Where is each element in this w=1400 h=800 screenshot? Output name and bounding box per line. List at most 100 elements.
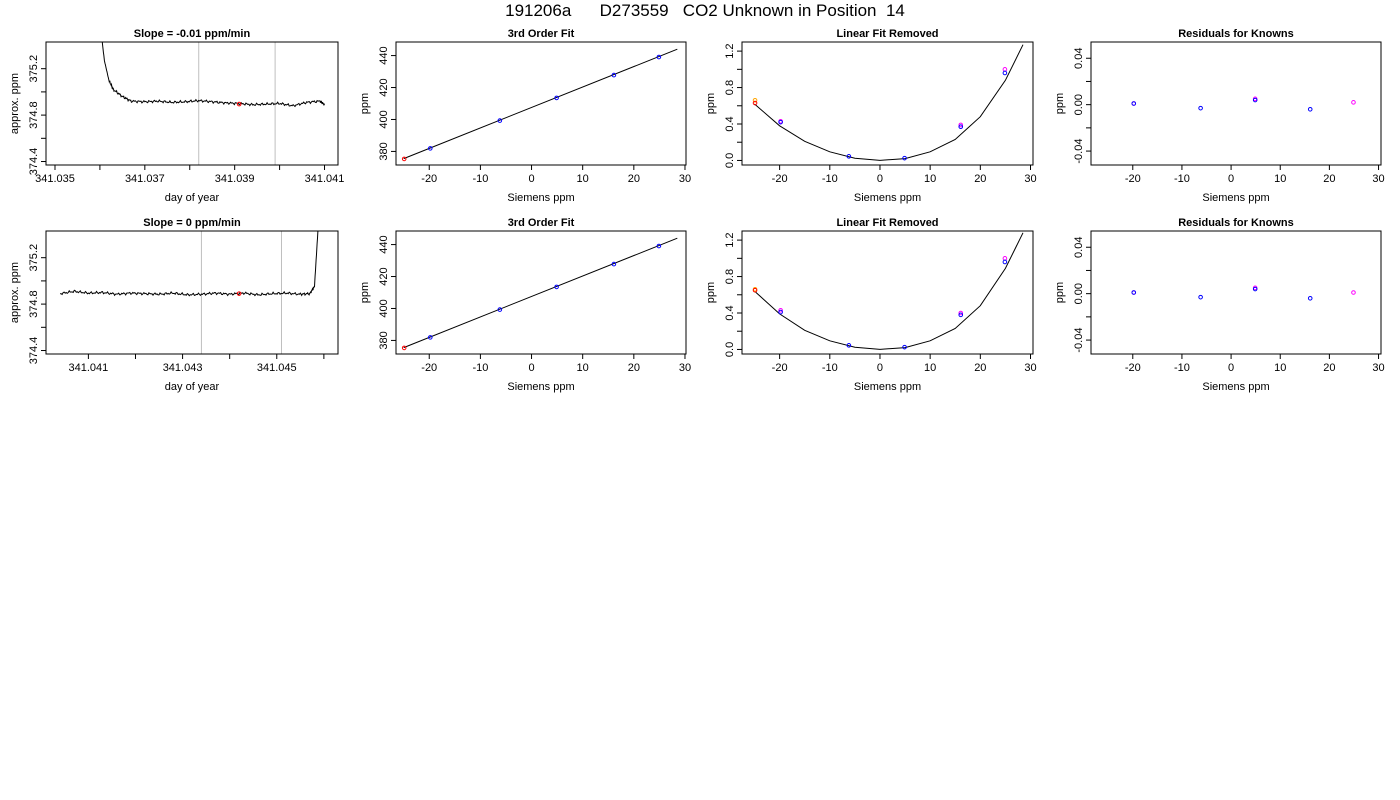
panel-title: Slope = 0 ppm/min	[143, 217, 241, 229]
y-axis-label: approx. ppm	[9, 73, 21, 134]
x-tick-label: -20	[1125, 173, 1141, 185]
panel-2: 3rd Order Fit Siemens ppm ppm -20 -10 0 10 20 30…	[359, 28, 691, 204]
data-point	[1351, 100, 1356, 105]
x-axis-label: Siemens ppm	[854, 381, 921, 393]
data-point	[1002, 259, 1008, 265]
x-axis-label: Siemens ppm	[1202, 192, 1269, 204]
data-point	[497, 307, 503, 312]
x-tick-label: 20	[628, 362, 640, 374]
x-tick-label: 20	[974, 173, 986, 185]
x-tick-label: 341.037	[125, 173, 165, 185]
x-tick-label: 0	[528, 173, 534, 185]
data-point	[497, 118, 503, 123]
x-tick-label: 30	[679, 173, 691, 185]
x-tick-label: -10	[1174, 362, 1190, 374]
fit-curve	[754, 232, 1024, 350]
x-tick-label: -10	[822, 173, 838, 185]
y-tick-label: 0.4	[724, 116, 736, 131]
x-tick-label: 20	[1323, 362, 1335, 374]
x-tick-label: -20	[772, 173, 788, 185]
plot-frame	[1090, 230, 1382, 355]
data-point	[1252, 286, 1258, 292]
panel-4: Residuals for Knowns Siemens ppm ppm -20 -10…	[1054, 28, 1385, 204]
plot-area	[752, 44, 1024, 161]
data-point	[656, 54, 662, 60]
y-tick-label: 0.04	[1073, 237, 1085, 258]
data-point	[1002, 256, 1008, 261]
y-axis-label: ppm	[705, 93, 717, 114]
data-point	[236, 101, 242, 107]
panel-8: Residuals for Knowns Siemens ppm ppm -20 -10…	[1054, 217, 1385, 393]
x-tick-label: 20	[1323, 173, 1335, 185]
data-point	[958, 310, 964, 316]
data-point	[1198, 294, 1203, 300]
y-tick-label: 374.8	[28, 290, 40, 318]
data-point	[1307, 296, 1313, 301]
data-point	[778, 307, 783, 313]
plot-frame	[741, 41, 1034, 166]
plot-frame	[45, 230, 339, 355]
fit-line	[403, 48, 678, 160]
data-point	[236, 291, 242, 296]
y-axis-label: approx. ppm	[9, 262, 21, 323]
data-point	[401, 156, 407, 162]
y-tick-label: 1.2	[724, 43, 736, 58]
data-point	[427, 335, 433, 340]
plot-frame	[395, 41, 687, 166]
x-tick-label: 20	[974, 362, 986, 374]
data-point	[1002, 67, 1008, 72]
x-tick-label: 10	[1274, 173, 1286, 185]
x-tick-label: 20	[628, 173, 640, 185]
x-tick-label: 341.043	[163, 362, 203, 374]
x-tick-label: 10	[924, 173, 936, 185]
x-tick-label: 10	[924, 362, 936, 374]
x-tick-label: 0	[877, 173, 883, 185]
x-tick-label: -20	[421, 362, 437, 374]
data-point	[778, 119, 783, 125]
data-point	[401, 345, 407, 351]
panel-6: 3rd Order Fit Siemens ppm ppm -20 -10 0 10 20 30…	[359, 217, 691, 393]
x-tick-label: 341.035	[35, 173, 75, 185]
data-point	[752, 98, 758, 103]
data-point	[752, 100, 758, 106]
x-tick-label: 30	[1372, 173, 1384, 185]
data-point	[554, 95, 559, 101]
panel-title: Residuals for Knowns	[1178, 217, 1294, 229]
data-point	[1131, 290, 1137, 295]
data-point	[656, 243, 662, 249]
plot-area	[1131, 285, 1356, 301]
y-tick-label: 420	[378, 267, 390, 285]
x-axis-label: Siemens ppm	[854, 192, 921, 204]
y-tick-label: 375.2	[28, 244, 40, 272]
y-tick-label: 380	[378, 142, 390, 160]
y-tick-label: 420	[378, 78, 390, 96]
x-tick-label: -10	[472, 173, 488, 185]
x-axis-label: Siemens ppm	[507, 381, 574, 393]
data-point	[1131, 101, 1137, 106]
plot-area	[401, 48, 678, 162]
data-point	[846, 343, 852, 348]
x-tick-label: -10	[1174, 173, 1190, 185]
x-axis-label: day of year	[165, 192, 220, 204]
y-tick-label: -0.04	[1073, 328, 1085, 353]
x-axis-label: Siemens ppm	[1202, 381, 1269, 393]
panel-title: Residuals for Knowns	[1178, 28, 1294, 40]
y-tick-label: 0.04	[1073, 48, 1085, 69]
plot-area	[60, 231, 319, 354]
x-tick-label: 341.041	[69, 362, 109, 374]
fit-curve	[754, 44, 1024, 161]
y-tick-label: 375.2	[28, 55, 40, 83]
y-tick-label: 440	[378, 46, 390, 64]
y-tick-label: 0.8	[724, 269, 736, 284]
panel-3: Linear Fit Removed Siemens ppm ppm -20 -10 0 1…	[705, 28, 1037, 204]
y-tick-label: 374.8	[28, 101, 40, 129]
data-point	[846, 154, 852, 159]
data-point	[1351, 290, 1356, 295]
page-title: 191206a D273559 CO2 Unknown in Position …	[505, 1, 905, 20]
plot-frame	[741, 230, 1034, 355]
y-tick-label: 400	[378, 299, 390, 317]
data-point	[778, 309, 783, 315]
y-tick-label: 0.0	[724, 153, 736, 168]
y-axis-label: ppm	[359, 93, 371, 114]
y-axis-label: ppm	[1054, 282, 1066, 303]
